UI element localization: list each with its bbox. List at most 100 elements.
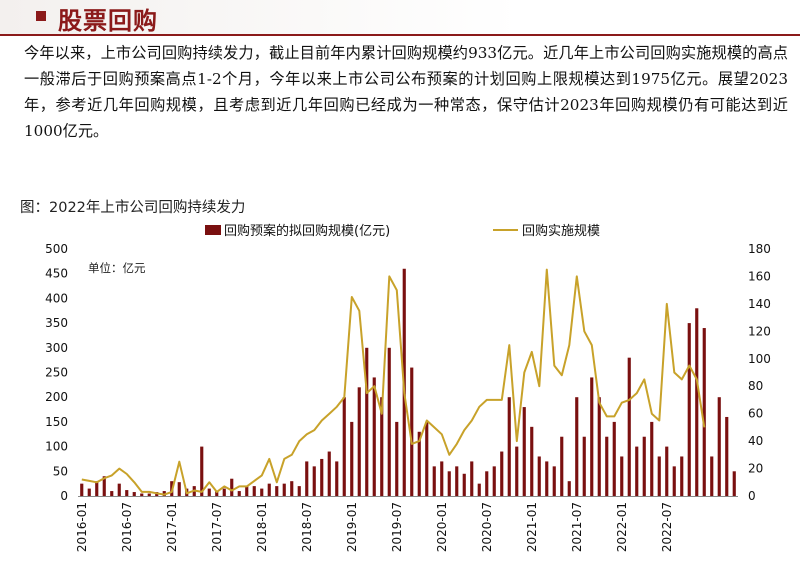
y-right-tick-label: 20 (748, 462, 763, 476)
bar (380, 397, 384, 496)
bar (207, 488, 211, 496)
y-left-tick-label: 300 (45, 341, 68, 355)
y-left-tick-label: 450 (45, 267, 68, 281)
bar (717, 397, 721, 496)
bar (200, 446, 204, 496)
bar (177, 482, 181, 496)
x-tick-label: 2021-07 (570, 502, 584, 552)
legend-bar-swatch (205, 225, 221, 235)
x-tick-label: 2020-01 (435, 502, 449, 552)
bar (627, 357, 631, 496)
bar (635, 446, 639, 496)
x-tick-label: 2021-01 (525, 502, 539, 552)
bar (582, 436, 586, 496)
y-right-tick-label: 80 (748, 379, 763, 393)
x-tick-label: 2022-01 (615, 502, 629, 552)
x-tick-label: 2022-07 (660, 502, 674, 552)
bar (230, 478, 234, 496)
header-marker-icon (36, 11, 46, 21)
bar (447, 471, 451, 496)
y-left-tick-label: 200 (45, 390, 68, 404)
header-background (0, 0, 800, 34)
bar (710, 456, 714, 496)
bar (432, 466, 436, 496)
legend-label-line: 回购实施规模 (522, 223, 600, 239)
bar (312, 466, 316, 496)
y-right-tick-label: 40 (748, 434, 763, 448)
bar (455, 466, 459, 496)
bar (275, 486, 279, 496)
y-right-tick-label: 0 (748, 489, 756, 503)
bar (117, 483, 121, 496)
y-left-tick-label: 500 (45, 242, 68, 256)
bar (95, 481, 99, 496)
bar (680, 456, 684, 496)
bar (215, 491, 219, 496)
legend-label-bar: 回购预案的拟回购规模(亿元) (224, 223, 390, 239)
x-tick-label: 2019-01 (345, 502, 359, 552)
bar (125, 490, 129, 496)
bar (342, 397, 346, 496)
bar (485, 471, 489, 496)
bar (597, 397, 601, 496)
bar (515, 446, 519, 496)
bar (537, 456, 541, 496)
bar (110, 491, 114, 496)
bar (162, 491, 166, 496)
bar (387, 347, 391, 496)
bar (147, 493, 151, 496)
x-tick-label: 2016-01 (75, 502, 89, 552)
bar (320, 458, 324, 496)
x-tick-label: 2017-01 (165, 502, 179, 552)
bar (492, 466, 496, 496)
bar (522, 407, 526, 496)
section-title: 股票回购 (58, 7, 158, 35)
bar (665, 446, 669, 496)
bar (642, 436, 646, 496)
y-left-tick-label: 350 (45, 316, 68, 330)
bar (252, 486, 256, 496)
series-line (81, 268, 706, 496)
bar (335, 461, 339, 496)
bar (372, 377, 376, 496)
y-left-tick-label: 250 (45, 366, 68, 380)
bar (260, 488, 264, 496)
x-tick-label: 2018-01 (255, 502, 269, 552)
bar (327, 451, 331, 496)
section-header: 股票回购 (0, 0, 800, 36)
chart-title: 图：2022年上市公司回购持续发力 (20, 200, 246, 216)
bar (725, 416, 729, 496)
bar (425, 421, 429, 496)
bar (612, 421, 616, 496)
bar (417, 431, 421, 496)
y-right-tick-label: 60 (748, 407, 763, 421)
y-right-tick-label: 100 (748, 352, 771, 366)
y-left-tick-label: 400 (45, 291, 68, 305)
bar (462, 473, 466, 496)
bar (365, 347, 369, 496)
bar (650, 421, 654, 496)
bar (297, 486, 301, 496)
x-tick-label: 2018-07 (300, 502, 314, 552)
x-tick-label: 2017-07 (210, 502, 224, 552)
bar (575, 397, 579, 496)
bar (560, 436, 564, 496)
y-right-tick-label: 120 (748, 324, 771, 338)
bar (672, 466, 676, 496)
x-tick-label: 2019-07 (390, 502, 404, 552)
bar (290, 481, 294, 496)
header-divider (0, 34, 800, 36)
bar (357, 387, 361, 496)
y-left-tick-label: 150 (45, 415, 68, 429)
bar (590, 377, 594, 496)
bar (305, 461, 309, 496)
x-tick-label: 2016-07 (120, 502, 134, 552)
bar (620, 456, 624, 496)
bar (80, 483, 84, 496)
bar (222, 488, 226, 496)
bar (267, 483, 271, 496)
y-left-tick-label: 0 (60, 489, 68, 503)
unit-label: 单位：亿元 (88, 261, 146, 275)
y-right-tick-label: 180 (748, 242, 771, 256)
